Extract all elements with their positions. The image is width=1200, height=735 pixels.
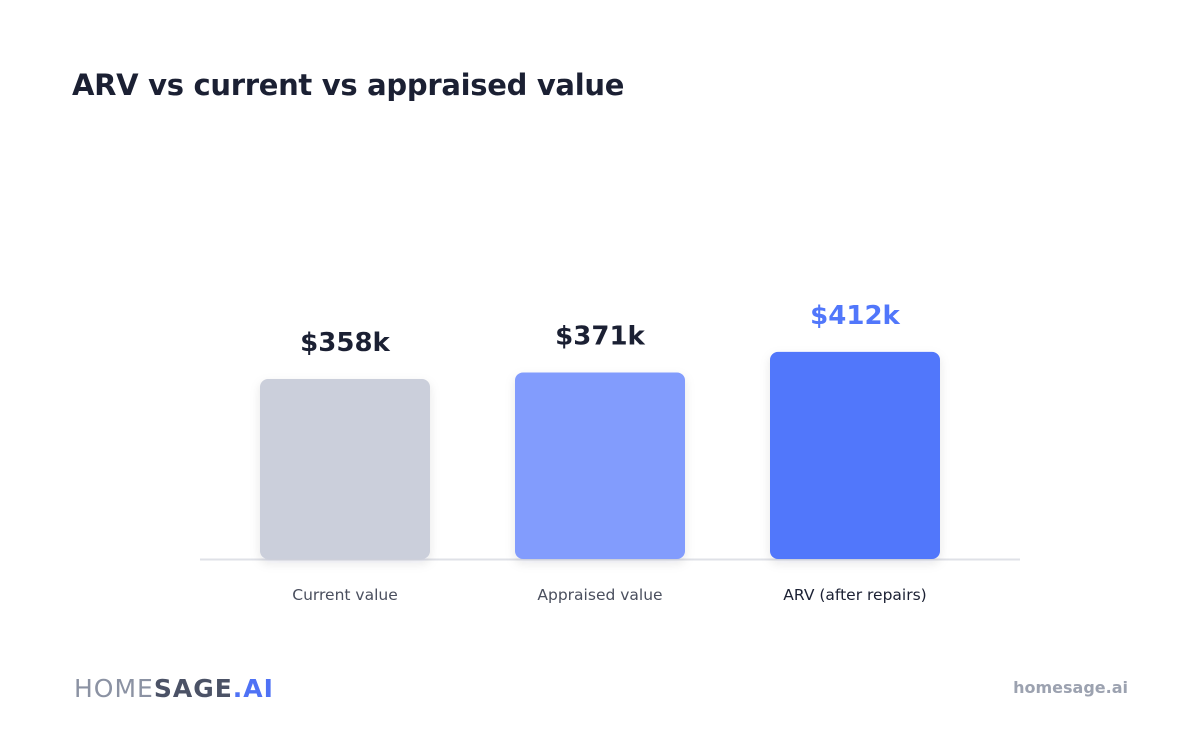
bar-value-label: $358k xyxy=(300,328,390,358)
category-label: Appraised value xyxy=(537,586,662,604)
bar-value-label: $371k xyxy=(555,321,645,351)
bar-value-label: $412k xyxy=(810,301,900,331)
bar-1 xyxy=(260,379,430,559)
homesage-logo: HOMESAGE.AI xyxy=(74,675,274,703)
logo-text-sage: SAGE xyxy=(153,674,233,703)
logo-text-ai: .AI xyxy=(232,674,274,703)
category-label: Current value xyxy=(292,586,397,604)
chart-title: ARV vs current vs appraised value xyxy=(72,68,625,102)
category-label: ARV (after repairs) xyxy=(783,586,926,604)
bar-chart: $358k Current value $371k Appraised value $4… xyxy=(200,301,1020,604)
brand-url: homesage.ai xyxy=(1013,678,1128,697)
bar-3 xyxy=(770,351,940,559)
bar-2 xyxy=(515,372,685,559)
logo-text-home: HOME xyxy=(74,674,154,703)
